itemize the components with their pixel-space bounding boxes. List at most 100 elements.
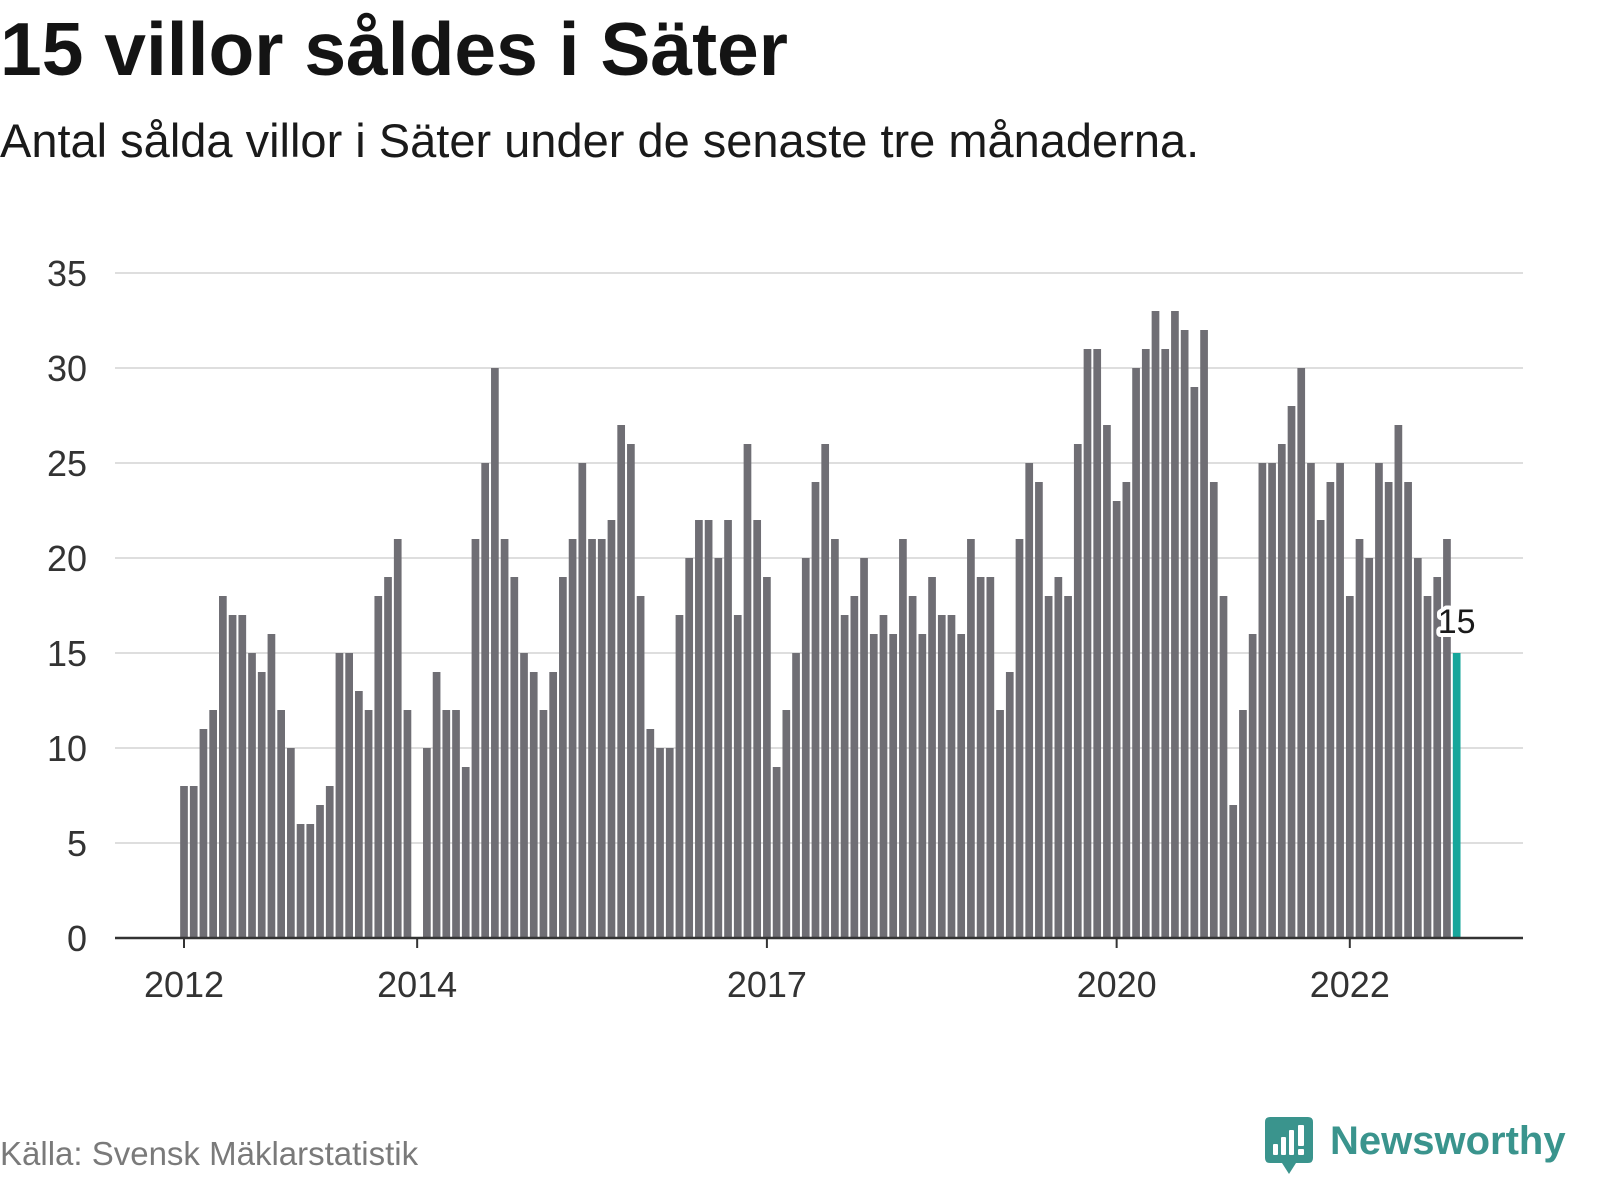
bar xyxy=(1083,349,1092,938)
bar xyxy=(1287,406,1296,938)
bar xyxy=(695,520,703,938)
x-axis: 2012 2014 2017 2020 2022 xyxy=(115,936,1523,1005)
bar xyxy=(1316,520,1325,938)
bar xyxy=(520,653,528,938)
bar xyxy=(1180,330,1189,938)
bar xyxy=(1112,501,1121,938)
bar xyxy=(1025,463,1034,938)
bar xyxy=(1005,672,1014,938)
bar xyxy=(432,672,441,938)
bar xyxy=(1326,482,1335,938)
bar xyxy=(627,444,635,938)
bar xyxy=(1355,539,1364,938)
bar xyxy=(1103,425,1111,938)
bar xyxy=(345,653,353,938)
bar xyxy=(889,634,898,938)
bar xyxy=(976,577,985,938)
logo-exclamation-dot xyxy=(1298,1149,1304,1155)
bar xyxy=(1307,463,1315,938)
bar xyxy=(1161,349,1170,938)
bar xyxy=(1404,482,1412,938)
bar xyxy=(850,596,859,938)
bar xyxy=(763,577,771,938)
bar xyxy=(1384,482,1393,938)
bar xyxy=(1443,539,1451,938)
bar xyxy=(1122,482,1131,938)
bar xyxy=(1073,444,1082,938)
bar xyxy=(957,634,966,938)
bar xyxy=(1209,482,1218,938)
bar xyxy=(491,368,499,938)
highlighted-bar xyxy=(1452,653,1461,938)
newsworthy-logo-icon xyxy=(1265,1117,1313,1174)
bar xyxy=(1365,558,1374,938)
x-tick-label: 2012 xyxy=(144,964,224,1005)
chart-title: 15 villor såldes i Säter xyxy=(0,7,788,91)
bar xyxy=(1219,596,1228,938)
bar xyxy=(704,520,713,938)
bar xyxy=(743,444,752,938)
bar xyxy=(1044,596,1053,938)
bar xyxy=(831,539,839,938)
bar xyxy=(452,710,460,938)
bar xyxy=(607,520,616,938)
bar xyxy=(1413,558,1422,938)
bar xyxy=(1345,596,1354,938)
y-tick-label: 5 xyxy=(67,823,87,864)
bar xyxy=(782,710,791,938)
x-tick-label: 2017 xyxy=(727,964,807,1005)
bar xyxy=(209,710,217,938)
highlight-value-label: 15 xyxy=(1438,603,1476,641)
bar xyxy=(228,615,237,938)
bar xyxy=(1239,710,1247,938)
bar xyxy=(539,710,548,938)
bar xyxy=(219,596,227,938)
bar xyxy=(287,748,295,938)
bar xyxy=(1190,387,1199,938)
y-tick-label: 20 xyxy=(47,538,87,579)
bar xyxy=(393,539,402,938)
bar xyxy=(675,615,684,938)
bar xyxy=(529,672,538,938)
bar xyxy=(665,748,674,938)
bar xyxy=(636,596,645,938)
bar xyxy=(384,577,392,938)
bar xyxy=(442,710,451,938)
bar xyxy=(189,786,198,938)
bar xyxy=(355,691,363,938)
bar xyxy=(1200,330,1208,938)
bar xyxy=(559,577,567,938)
bar xyxy=(656,748,664,938)
y-axis-labels: 0 5 10 15 20 25 30 35 xyxy=(47,253,87,959)
bar xyxy=(1297,368,1306,938)
bar xyxy=(325,786,334,938)
bar xyxy=(500,539,509,938)
bar xyxy=(801,558,810,938)
y-tick-label: 10 xyxy=(47,728,87,769)
bar xyxy=(899,539,907,938)
x-tick-label: 2014 xyxy=(377,964,457,1005)
bar xyxy=(180,786,188,938)
bar xyxy=(879,615,888,938)
bar xyxy=(646,729,655,938)
bar xyxy=(1151,311,1160,938)
bar xyxy=(733,615,742,938)
bar xyxy=(1064,596,1072,938)
bar xyxy=(1093,349,1102,938)
bar xyxy=(967,539,975,938)
bar xyxy=(947,615,956,938)
bar xyxy=(267,634,276,938)
bar xyxy=(840,615,849,938)
bar xyxy=(549,672,558,938)
bar xyxy=(296,824,305,938)
bar xyxy=(238,615,247,938)
bar xyxy=(1258,463,1267,938)
y-tick-label: 35 xyxy=(47,253,87,294)
bar xyxy=(1229,805,1238,938)
bar xyxy=(908,596,917,938)
bar xyxy=(724,520,732,938)
bar xyxy=(986,577,995,938)
bar xyxy=(364,710,373,938)
